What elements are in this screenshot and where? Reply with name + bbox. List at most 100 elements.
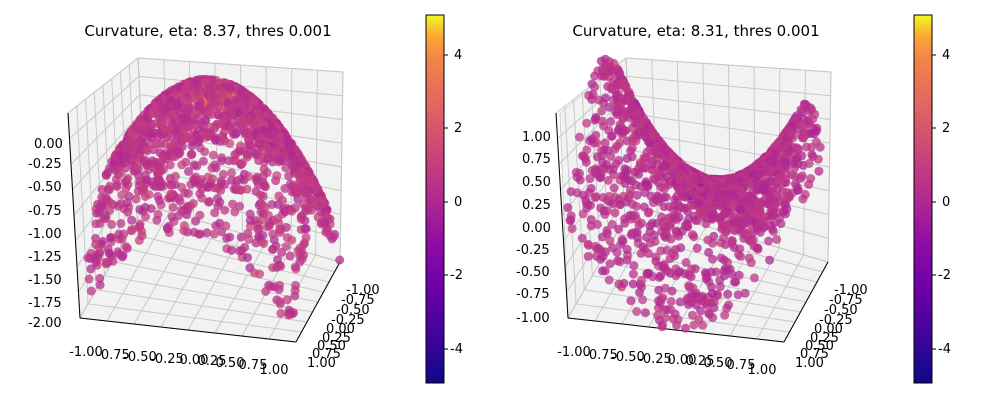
x-tick-label: -0.25 (638, 352, 672, 367)
scatter-point (213, 194, 222, 203)
scatter-point (188, 199, 198, 209)
z-axis-line (555, 112, 569, 319)
scatter-point (290, 203, 300, 213)
scatter-point (626, 296, 636, 306)
scatter-point (590, 82, 600, 92)
scatter-point (170, 171, 180, 181)
scatter-point (187, 149, 197, 159)
scatter-point (155, 139, 165, 149)
scatter-point (84, 274, 94, 284)
scatter-point (681, 258, 691, 267)
z-tick-label: -1.25 (28, 250, 62, 265)
scatter-point (661, 192, 671, 202)
grid-line (315, 70, 318, 255)
scatter-point (244, 134, 254, 144)
scatter-point (218, 169, 228, 179)
scatter-point (281, 242, 291, 251)
x-tick-label: 1.00 (260, 363, 289, 378)
scatter-point (171, 128, 181, 138)
scatter-point (808, 114, 818, 124)
scatter-point (781, 161, 791, 171)
grid-line (69, 76, 140, 139)
x-tick-label: -1.00 (557, 345, 591, 360)
scatter-point (781, 209, 790, 219)
scatter-point (610, 208, 620, 218)
scatter-point (679, 191, 688, 201)
scatter-point (641, 177, 651, 187)
y-tick-label: 0.25 (322, 331, 351, 346)
scatter-point (630, 211, 640, 220)
scatter-point (583, 251, 593, 261)
scatter-point (688, 310, 697, 320)
scatter-point (317, 219, 326, 229)
scatter-point (641, 133, 651, 142)
scatter-point (275, 154, 285, 164)
scatter-point (659, 260, 669, 270)
scatter-point (707, 289, 717, 299)
scatter-point (275, 280, 285, 290)
scatter-point (593, 220, 602, 229)
z-tick-label: -0.25 (516, 243, 550, 258)
scatter-point (196, 91, 206, 101)
scatter-point (668, 168, 678, 178)
scatter-point (764, 190, 774, 200)
scatter-point (97, 185, 107, 194)
x-axis-line (79, 317, 297, 343)
x-tick-label: -1.00 (69, 345, 103, 360)
scatter-point (243, 228, 253, 238)
scatter-point (622, 244, 632, 254)
chart-title: Curvature, eta: 8.37, thres 0.001 (84, 22, 331, 40)
scatter-point (566, 211, 576, 221)
scatter-point (121, 242, 131, 252)
scatter-point (291, 280, 300, 290)
scatter-point (600, 266, 610, 276)
scatter-point (606, 117, 616, 127)
scatter-point (179, 95, 189, 105)
scatter-point (142, 146, 152, 156)
colorbar-tick-label: 2 (454, 121, 462, 136)
colorbar-tick-label: -4 (938, 342, 951, 357)
scatter-point (759, 183, 769, 193)
scatter-point (243, 253, 253, 262)
scatter-point (592, 138, 602, 148)
y-tick-label: -0.50 (336, 303, 370, 318)
scatter-point (814, 166, 824, 176)
scatter-point (644, 268, 654, 278)
y-tick-label: -0.75 (341, 293, 375, 308)
scatter-point (588, 89, 598, 99)
y-tick-label: -0.25 (331, 313, 365, 328)
scatter-point (262, 168, 272, 177)
y-axis-line (295, 261, 341, 343)
scatter-point (191, 172, 201, 182)
scatter-point (812, 126, 821, 136)
scatter-point (604, 102, 614, 112)
z-tick-label: -1.00 (28, 227, 62, 242)
scatter-point (281, 222, 291, 232)
y-tick-label: -0.50 (824, 303, 858, 318)
scatter-point (285, 251, 295, 261)
scatter-point (187, 93, 197, 103)
scatter-point (586, 200, 595, 210)
scatter-point (321, 227, 331, 237)
scatter-point (225, 138, 235, 148)
grid-line (72, 112, 141, 191)
scatter-point (583, 239, 593, 249)
scatter-point (123, 173, 133, 183)
z-tick-label: 1.00 (522, 130, 551, 145)
scatter-point (209, 229, 219, 239)
scatter-point (242, 149, 252, 159)
scatter-point (666, 305, 676, 315)
scatter-point (597, 106, 607, 116)
x-tick-label: -0.75 (584, 348, 618, 363)
colorbar-gradient (913, 14, 933, 384)
scatter-point (765, 255, 775, 265)
z-tick-label: -0.75 (516, 287, 550, 302)
scatter-point (666, 296, 676, 306)
scatter-point (671, 264, 681, 274)
scatter-point (276, 308, 286, 318)
scatter-point (135, 205, 145, 214)
scatter-point (195, 210, 205, 220)
scatter-point (205, 197, 214, 206)
scatter-point (202, 228, 212, 238)
